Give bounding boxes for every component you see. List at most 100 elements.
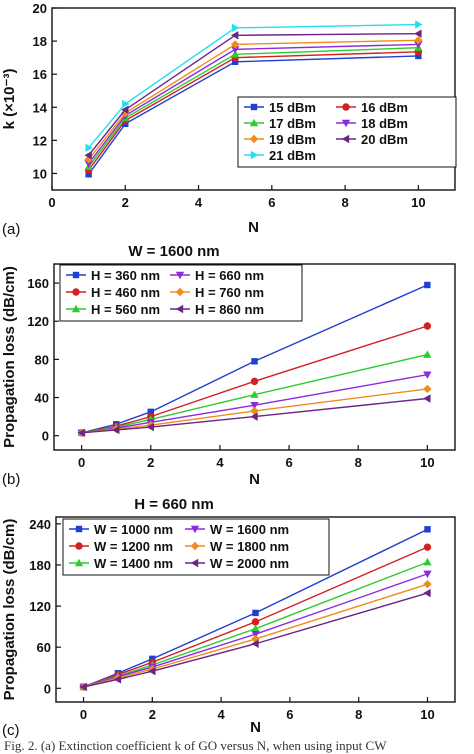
legend-marker bbox=[249, 134, 259, 144]
series-line bbox=[88, 47, 419, 168]
data-point bbox=[146, 422, 154, 432]
data-point bbox=[251, 618, 260, 626]
data-point bbox=[423, 322, 432, 330]
legend-label: W = 1400 nm bbox=[94, 556, 173, 571]
legend-marker bbox=[249, 118, 259, 127]
series-line bbox=[88, 32, 419, 156]
legend-marker bbox=[250, 103, 258, 111]
legend: W = 1000 nm W = 1600 nm W = 1200 nm W = 180… bbox=[62, 518, 330, 576]
legend-item: 16 dBm bbox=[336, 100, 408, 115]
y-tick-label: 0 bbox=[42, 429, 49, 444]
legend-item: 19 dBm bbox=[244, 132, 316, 147]
x-tick-label: 10 bbox=[420, 455, 434, 470]
legend-label: 21 dBm bbox=[269, 148, 316, 163]
chart-title: H = 660 nm bbox=[134, 496, 214, 513]
series-h-860-nm bbox=[77, 394, 431, 438]
legend-marker bbox=[341, 134, 350, 144]
data-point bbox=[250, 401, 259, 410]
legend-label: 19 dBm bbox=[269, 132, 316, 147]
legend-item: H = 760 nm bbox=[170, 285, 264, 300]
legend-item: H = 460 nm bbox=[66, 285, 160, 300]
y-tick-label: 80 bbox=[35, 352, 49, 367]
legend-marker bbox=[190, 525, 200, 534]
x-tick-label: 2 bbox=[122, 195, 129, 210]
legend-marker bbox=[175, 271, 185, 280]
x-tick-label: 2 bbox=[149, 707, 156, 722]
legend-label: W = 2000 nm bbox=[210, 556, 289, 571]
legend-item: 21 dBm bbox=[244, 148, 316, 163]
data-point bbox=[424, 526, 431, 533]
data-point bbox=[414, 41, 423, 49]
x-tick-label: 8 bbox=[341, 195, 348, 210]
data-point bbox=[230, 31, 239, 40]
x-tick-label: 10 bbox=[420, 707, 434, 722]
data-point bbox=[84, 155, 93, 164]
data-point bbox=[415, 52, 422, 60]
legend-item: 20 dBm bbox=[336, 132, 408, 147]
x-tick-label: 6 bbox=[268, 195, 275, 210]
legend-label: H = 360 nm bbox=[91, 268, 160, 283]
legend: H = 360 nm H = 660 nm H = 460 nm H = 760 nm… bbox=[59, 264, 303, 322]
legend-marker bbox=[75, 542, 83, 550]
legend-label: 17 dBm bbox=[269, 116, 316, 131]
legend-marker bbox=[175, 287, 185, 297]
figure-caption: Fig. 2. (a) Extinction coefficient k of … bbox=[4, 738, 387, 753]
data-point bbox=[77, 428, 85, 438]
y-tick-label: 18 bbox=[33, 34, 47, 49]
data-point bbox=[414, 36, 423, 45]
legend-item: W = 1600 nm bbox=[185, 522, 289, 537]
y-tick-label: 120 bbox=[27, 314, 49, 329]
x-axis-label: N bbox=[250, 719, 261, 736]
x-axis-label: N bbox=[249, 471, 260, 488]
panel-label: (b) bbox=[2, 471, 20, 488]
legend-item: H = 660 nm bbox=[170, 268, 264, 283]
y-tick-label: 40 bbox=[35, 391, 49, 406]
series-line bbox=[88, 39, 419, 160]
legend-label: W = 1200 nm bbox=[94, 539, 173, 554]
y-tick-label: 180 bbox=[29, 558, 51, 573]
y-axis-label: Propagation loss (dB/cm) bbox=[1, 519, 18, 701]
data-point bbox=[424, 281, 431, 289]
x-tick-label: 4 bbox=[195, 195, 203, 210]
x-tick-label: 6 bbox=[285, 455, 292, 470]
chart-panel-1: 0 2 4 6 8 10 10 12 14 16 18 20 Nk (×10⁻³) (a) 15 dBm 16… bbox=[1, 1, 457, 238]
data-point bbox=[122, 99, 130, 109]
y-tick-label: 240 bbox=[29, 517, 51, 532]
legend-marker bbox=[342, 103, 350, 111]
legend-item: 15 dBm bbox=[244, 100, 316, 115]
data-point bbox=[251, 358, 258, 365]
data-point bbox=[414, 29, 422, 38]
x-axis-label: N bbox=[248, 219, 259, 236]
y-tick-label: 14 bbox=[33, 100, 48, 115]
panel-label: (a) bbox=[2, 221, 20, 238]
y-tick-label: 20 bbox=[33, 1, 47, 16]
x-tick-label: 0 bbox=[48, 195, 55, 210]
legend-item: 17 dBm bbox=[244, 116, 316, 131]
data-point bbox=[423, 371, 432, 379]
legend-label: H = 760 nm bbox=[195, 285, 264, 300]
legend-item: W = 1200 nm bbox=[69, 539, 173, 554]
legend-marker bbox=[75, 525, 83, 533]
data-point bbox=[251, 634, 260, 644]
data-point bbox=[121, 105, 129, 114]
chart-title: W = 1600 nm bbox=[128, 243, 219, 260]
y-tick-label: 120 bbox=[29, 599, 51, 614]
data-point bbox=[250, 377, 259, 386]
data-point bbox=[79, 682, 87, 692]
legend: 15 dBm 16 dBm 17 dBm 18 dBm 19 dBm 20 dBm 21 d… bbox=[237, 96, 457, 168]
data-point bbox=[231, 23, 240, 33]
data-point bbox=[121, 108, 130, 118]
data-point bbox=[415, 20, 423, 29]
y-axis-label: Propagation loss (dB/cm) bbox=[1, 266, 18, 448]
legend-marker bbox=[72, 271, 80, 279]
x-tick-label: 0 bbox=[80, 707, 87, 722]
data-point bbox=[423, 558, 432, 566]
panel-label: (c) bbox=[2, 722, 20, 739]
data-point bbox=[250, 390, 259, 398]
legend-label: 16 dBm bbox=[361, 100, 408, 115]
y-tick-label: 16 bbox=[33, 67, 47, 82]
legend-marker bbox=[74, 558, 84, 567]
legend-label: W = 1800 nm bbox=[210, 539, 289, 554]
series-21-dbm bbox=[85, 20, 423, 153]
